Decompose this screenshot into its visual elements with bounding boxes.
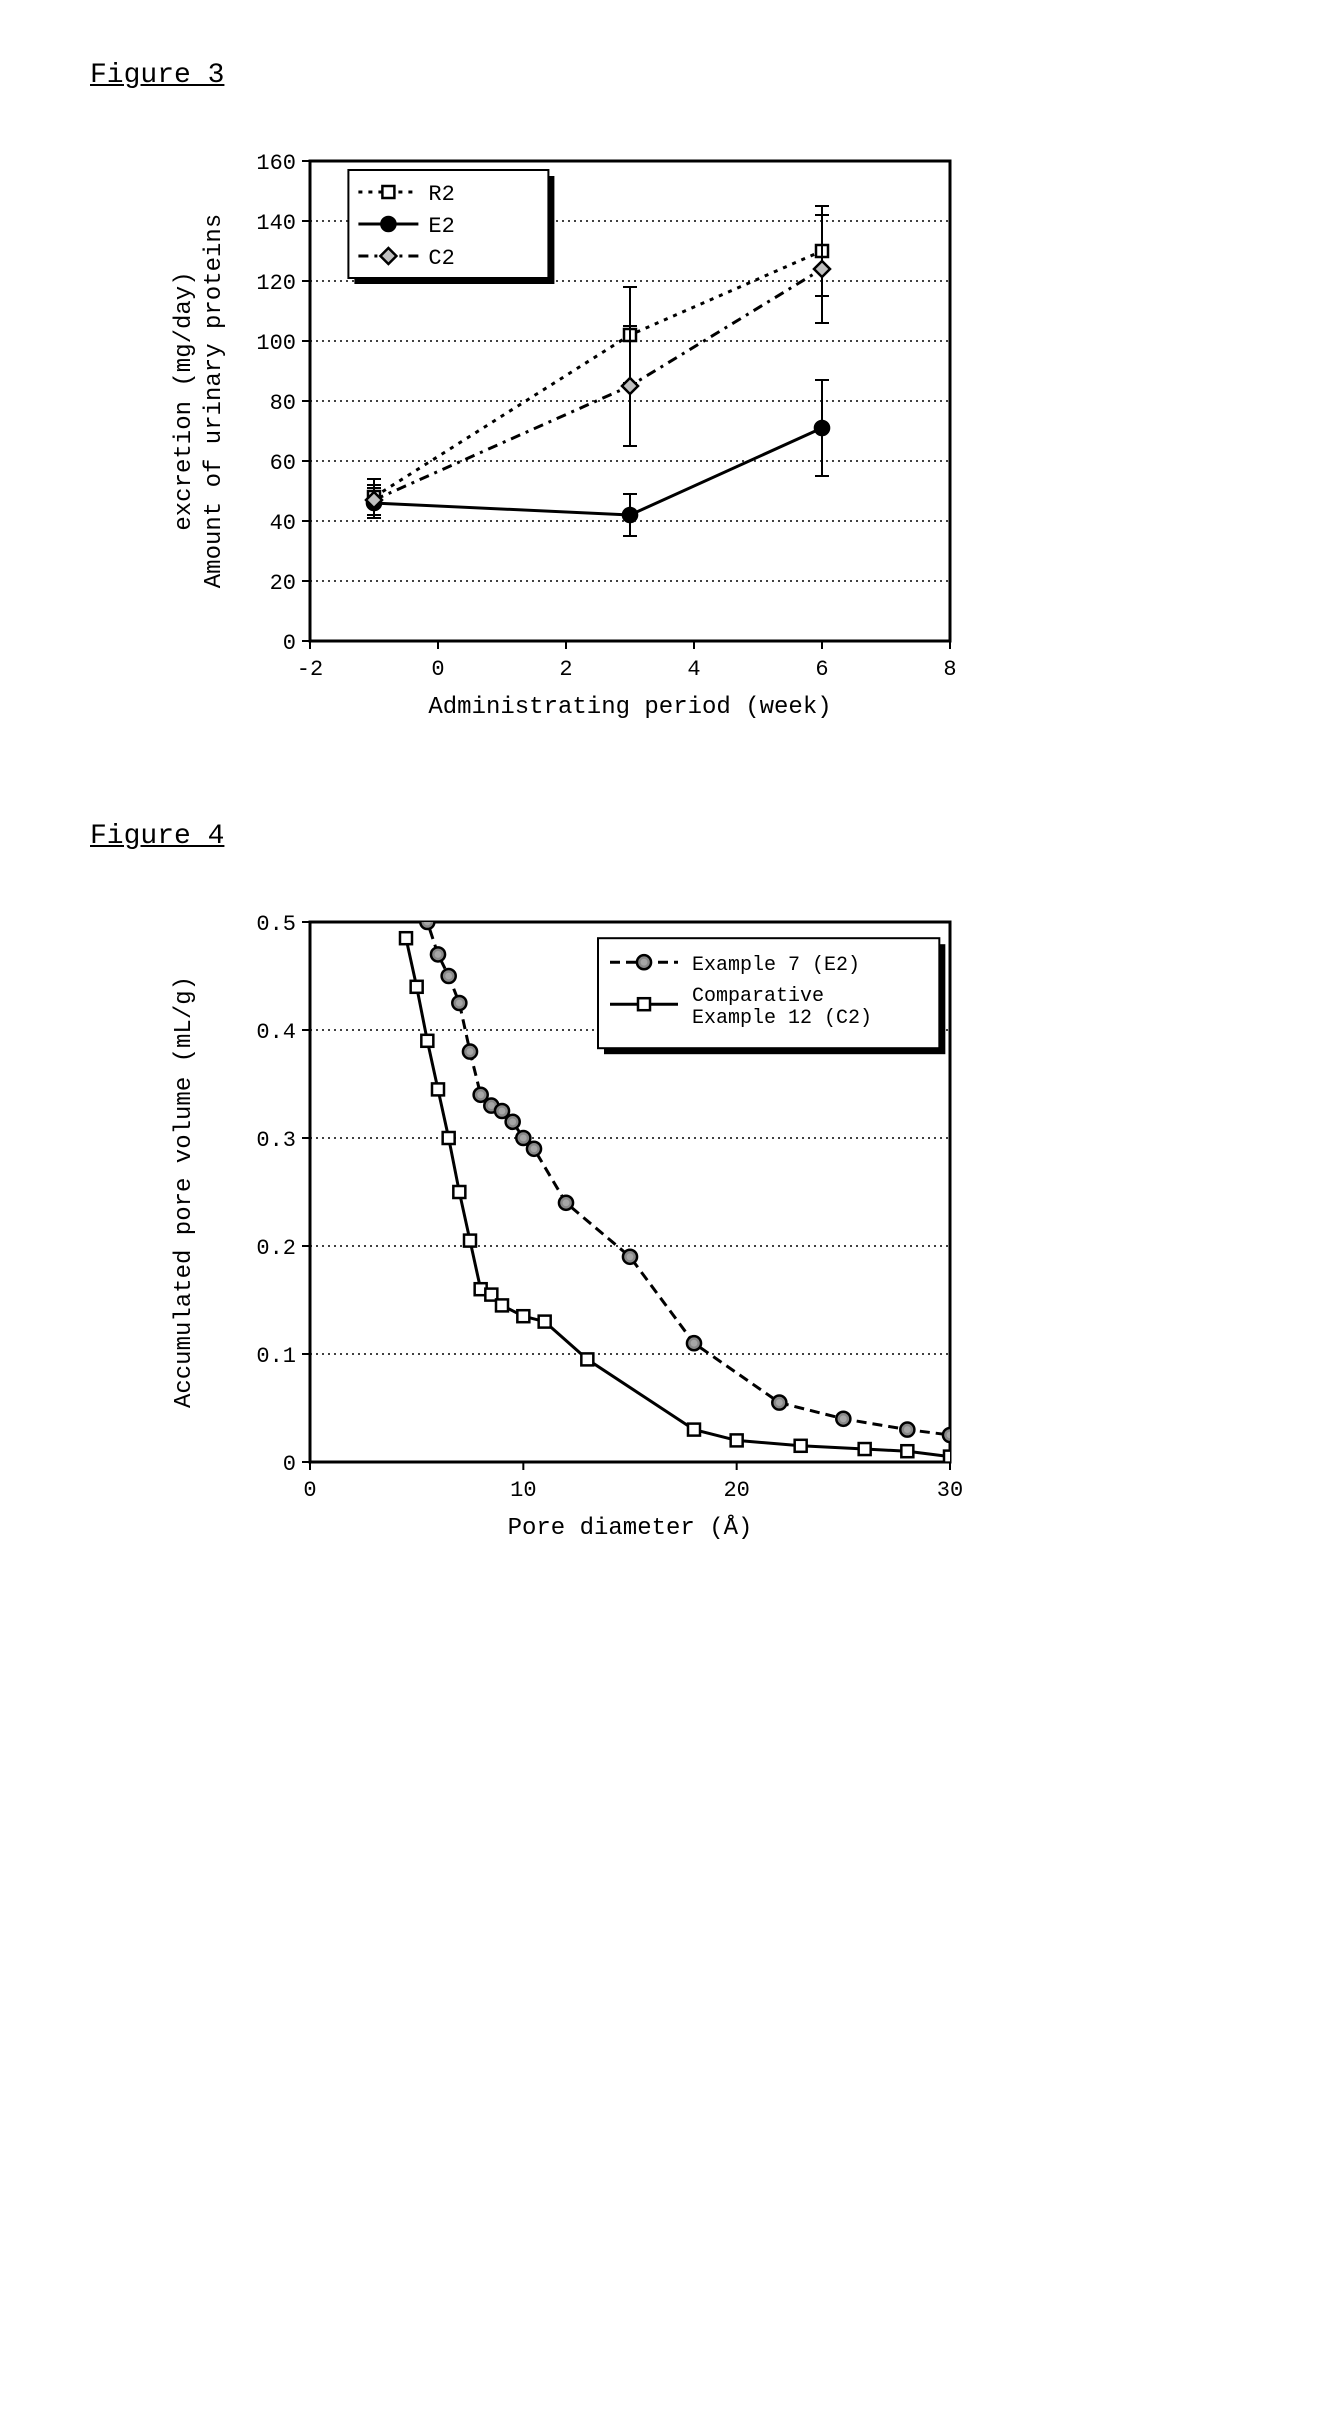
svg-text:20: 20 <box>723 1478 749 1503</box>
svg-text:0.3: 0.3 <box>256 1128 296 1153</box>
figure4-svg: 0 10 20 30 0 0.1 0.2 0.3 0.4 0.5 Pore diameter (Å)… <box>160 902 980 1562</box>
svg-text:30: 30 <box>937 1478 963 1503</box>
svg-text:Pore diameter (Å): Pore diameter (Å) <box>508 1514 753 1542</box>
svg-text:60: 60 <box>270 451 296 476</box>
svg-text:120: 120 <box>256 271 296 296</box>
svg-text:Example 7 (E2): Example 7 (E2) <box>692 954 860 977</box>
svg-text:10: 10 <box>510 1478 536 1503</box>
svg-text:C2: C2 <box>428 246 454 271</box>
svg-text:8: 8 <box>943 657 956 682</box>
figure3-svg: -202468020406080100120140160Administrati… <box>160 141 980 741</box>
svg-text:4: 4 <box>687 657 700 682</box>
svg-text:6: 6 <box>815 657 828 682</box>
figure3-label: Figure 3 <box>90 60 1267 91</box>
svg-text:100: 100 <box>256 331 296 356</box>
svg-text:Accumulated pore volume (mL/g): Accumulated pore volume (mL/g) <box>171 976 198 1408</box>
svg-text:0: 0 <box>431 657 444 682</box>
figure3-chart: -202468020406080100120140160Administrati… <box>160 141 1267 741</box>
svg-text:0: 0 <box>283 631 296 656</box>
svg-text:-2: -2 <box>297 657 323 682</box>
svg-text:0: 0 <box>303 1478 316 1503</box>
svg-text:140: 140 <box>256 211 296 236</box>
svg-text:0: 0 <box>283 1452 296 1477</box>
svg-text:160: 160 <box>256 151 296 176</box>
svg-text:0.5: 0.5 <box>256 912 296 937</box>
svg-text:excretion (mg/day): excretion (mg/day) <box>171 271 198 530</box>
svg-text:Amount of urinary proteins: Amount of urinary proteins <box>201 214 228 588</box>
svg-text:20: 20 <box>270 571 296 596</box>
svg-text:Example 12 (C2): Example 12 (C2) <box>692 1007 872 1030</box>
svg-text:80: 80 <box>270 391 296 416</box>
figure4-chart: 0 10 20 30 0 0.1 0.2 0.3 0.4 0.5 Pore diameter (Å)… <box>160 902 1267 1562</box>
figure4-label: Figure 4 <box>90 821 1267 852</box>
svg-text:0.2: 0.2 <box>256 1236 296 1261</box>
svg-text:R2: R2 <box>428 182 454 207</box>
svg-text:40: 40 <box>270 511 296 536</box>
svg-text:0.1: 0.1 <box>256 1344 296 1369</box>
svg-text:Administrating period (week): Administrating period (week) <box>428 694 831 721</box>
svg-text:0.4: 0.4 <box>256 1020 296 1045</box>
svg-text:Comparative: Comparative <box>692 985 824 1008</box>
svg-text:2: 2 <box>559 657 572 682</box>
svg-text:E2: E2 <box>428 214 454 239</box>
